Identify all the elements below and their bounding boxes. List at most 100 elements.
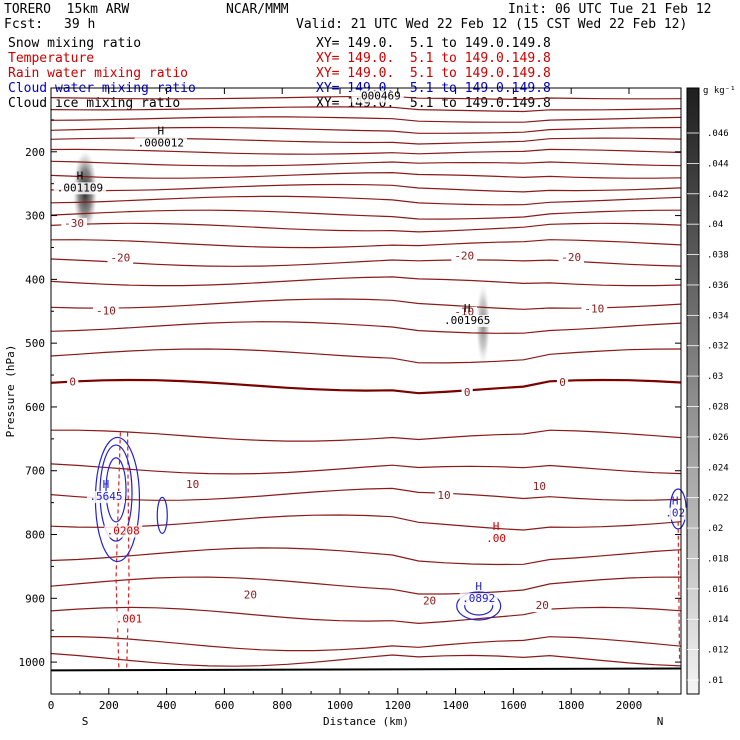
x-tick-label: 0 (48, 699, 55, 712)
colorbar-tick-label: .04 (707, 220, 723, 230)
colorbar-unit: g kg⁻¹ (703, 86, 736, 96)
colorbar-tick-label: .046 (707, 129, 729, 139)
colorbar-tick-label: .016 (707, 585, 729, 595)
isotherm-line (50, 276, 682, 287)
colorbar-tick-label: .02 (707, 524, 723, 534)
temperature-label: -10 (96, 304, 116, 317)
temperature-label-bg (461, 387, 473, 400)
temperature-label-bg (558, 251, 584, 264)
x-tick-label: 1000 (327, 699, 354, 712)
cloud-ice-max-label: .001965 (444, 314, 490, 327)
colorbar: g kg⁻¹ .046 .044 .042 .04 .038 .036 .034 .032 .03… (686, 86, 736, 695)
surface-line (50, 667, 682, 672)
x-tick-label: 2000 (616, 699, 643, 712)
cloud-water-max-label-bg (459, 593, 498, 606)
colorbar-tick-label: .014 (707, 615, 729, 625)
isotherm-line (50, 606, 682, 625)
isotherm-line (50, 487, 682, 501)
field-xy-temperature: XY= 149.0. 5.1 to 149.0.149.8 (316, 51, 551, 66)
field-xy-rain: XY= 149.0. 5.1 to 149.0.149.8 (316, 66, 551, 81)
temperature-label: -30 (64, 217, 84, 230)
isotherm-line (51, 636, 682, 652)
forecast-label: Fcst: (4, 17, 44, 32)
rain-max-label: .00 (486, 532, 506, 545)
temperature-label: 0 (559, 376, 566, 389)
temperature-label-bg (434, 489, 454, 502)
temperature-label: -10 (584, 303, 604, 316)
temperature-label: 10 (186, 478, 199, 491)
x-tick-label: 400 (157, 699, 177, 712)
isotherm-line (50, 171, 682, 179)
field-name-rain: Rain water mixing ratio (8, 66, 189, 81)
cloud-water-max-label: .5645 (89, 490, 122, 503)
colorbar-scale (686, 87, 700, 695)
isotherm-line (50, 116, 682, 123)
cloud-water-contour (156, 496, 168, 534)
x-tick-label: 1200 (385, 699, 412, 712)
isotherm-line (50, 195, 682, 206)
field-name-cloud-ice: Cloud ice mixing ratio (8, 96, 181, 111)
rain-contour-layer (115, 432, 681, 669)
temperature-label-bg (530, 480, 549, 493)
isotherm-layer (50, 95, 682, 667)
isotherm-line (50, 222, 682, 233)
y-tick-label: 700 (25, 465, 45, 478)
colorbar-tick-label: .032 (707, 342, 729, 352)
plot-frame (50, 87, 682, 695)
snow-max-label: .000012 (138, 137, 184, 150)
snow-max-label-bg (351, 90, 404, 103)
colorbar-tick-label: .026 (707, 433, 729, 443)
cloud-water-max-label-bg (86, 491, 125, 504)
rain-max-label-mark: H (493, 520, 500, 533)
cloud-water-contour (105, 457, 127, 523)
isotherm-line (50, 148, 682, 155)
snow-max-label-bg (53, 182, 107, 195)
rain-contour (126, 432, 130, 669)
cloud-water-max-label: .0892 (462, 592, 495, 605)
x-tick-label: 600 (214, 699, 234, 712)
isotherm-line (50, 514, 682, 531)
temperature-label: 0 (464, 386, 471, 399)
colorbar-tick-label: .036 (707, 281, 729, 291)
y-tick-label: 800 (25, 529, 45, 542)
snow-max-label-bg (134, 137, 188, 150)
x-tick-label: 1800 (558, 699, 585, 712)
x-tick-label: 200 (99, 699, 119, 712)
temperature-label: 10 (437, 489, 450, 502)
temperature-label-bg (581, 303, 608, 316)
colorbar-tick-label: .038 (707, 251, 729, 261)
cloud-water-max-label-mark: H (475, 580, 482, 593)
isotherm-line (50, 652, 682, 667)
snow-max-label: .001109 (57, 181, 103, 194)
temperature-label-bg (533, 600, 552, 613)
isotherm-line (50, 576, 682, 595)
y-tick-label: 300 (25, 210, 45, 223)
isotherm-line (50, 160, 682, 167)
y-tick-label: 1000 (19, 656, 46, 669)
snow-max-label: .000469 (354, 89, 400, 102)
colorbar-tick-label: .018 (707, 554, 729, 564)
snow-max-label-mark: H (77, 169, 84, 182)
field-xy-snow: XY= 149.0. 5.1 to 149.0.149.8 (316, 36, 551, 51)
colorbar-tick-label: .042 (707, 190, 729, 200)
temperature-label-bg (183, 478, 202, 491)
isotherm-line (51, 429, 682, 442)
colorbar-tick-label: .028 (707, 403, 729, 413)
temperature-label: -20 (561, 251, 581, 264)
model-title: TORERO 15km ARW (4, 2, 130, 17)
y-tick-label: 600 (25, 401, 45, 414)
isotherm-line (50, 106, 682, 113)
x-tick-label: 800 (272, 699, 292, 712)
cloud-ice-max-label-bg (440, 315, 494, 328)
rain-contour (677, 521, 681, 663)
rain-max-label-bg (113, 613, 145, 626)
colorbar-tick-label: .034 (707, 311, 729, 321)
init-time: Init: 06 UTC Tue 21 Feb 12 (508, 2, 712, 17)
temperature-label-bg (420, 595, 439, 608)
temperature-label: 10 (533, 480, 546, 493)
temperature-label: 20 (244, 588, 257, 601)
cloud-water-max-label-mark: H (672, 495, 679, 508)
temperature-label-bg (556, 376, 569, 389)
